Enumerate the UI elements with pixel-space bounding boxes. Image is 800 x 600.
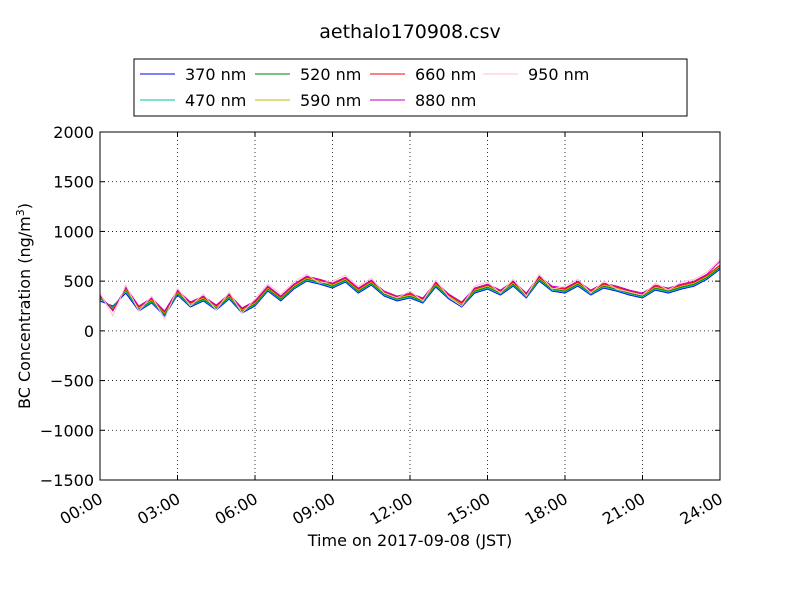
series-line	[99, 264, 721, 313]
y-tick-label: −1500	[40, 471, 94, 490]
chart-title: aethalo170908.csv	[319, 21, 501, 43]
y-tick-label: −500	[50, 372, 94, 391]
x-axis-label: Time on 2017-09-08 (JST)	[307, 531, 512, 550]
legend-label: 470 nm	[185, 91, 246, 110]
plot-lines	[99, 258, 721, 321]
y-tick-label: 1000	[53, 222, 94, 241]
series-line	[99, 267, 721, 316]
legend-box	[133, 58, 688, 117]
legend: 370 nm 470 nm 520 nm 590 nm 660 nm 880 nm 950 …	[133, 58, 688, 117]
y-tick-label: −1000	[40, 421, 94, 440]
legend-label: 370 nm	[185, 65, 246, 84]
y-axis-label-main: BC Concentration (ng/m	[15, 216, 34, 409]
legend-label: 590 nm	[300, 91, 361, 110]
series-line	[99, 268, 721, 317]
y-tick-label: 1500	[53, 173, 94, 192]
series-line	[99, 258, 721, 321]
series-line	[99, 260, 721, 312]
grid	[100, 132, 720, 480]
y-tick-label: 0	[84, 322, 94, 341]
y-axis-label-superscript: 3	[14, 209, 27, 216]
legend-label: 950 nm	[528, 65, 589, 84]
legend-label: 660 nm	[415, 65, 476, 84]
y-axis-label-suffix: )	[15, 203, 34, 209]
y-tick-labels: 2000 1500 1000 500 0 −500 −1000 −1500	[40, 123, 94, 490]
legend-label: 880 nm	[415, 91, 476, 110]
series-line	[99, 265, 721, 314]
ticks	[99, 131, 721, 481]
y-tick-label: 2000	[53, 123, 94, 142]
legend-label: 520 nm	[300, 65, 361, 84]
y-tick-label: 500	[63, 272, 94, 291]
y-axis-label: BC Concentration (ng/m3)	[14, 203, 34, 409]
